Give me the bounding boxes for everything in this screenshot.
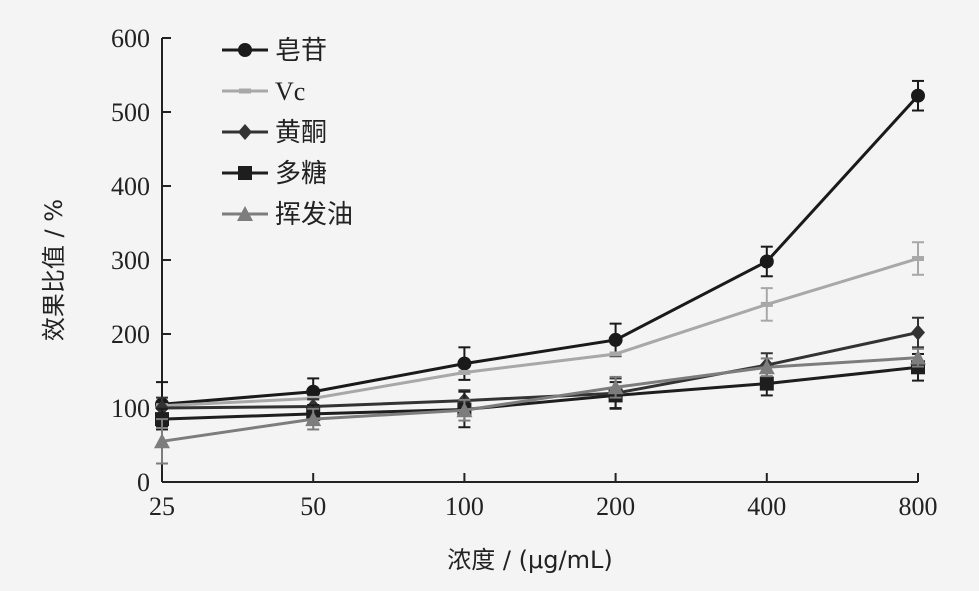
legend-marker [238,166,252,180]
legend-marker [238,43,252,57]
data-point [607,379,624,395]
x-tick-label: 50 [300,492,326,521]
series-layer [154,79,926,465]
legend-entry: Vc [222,77,305,106]
data-point [609,351,622,357]
x-axis-label: 浓度 / (μg/mL) [447,546,612,574]
data-point [911,324,925,341]
series-5 [154,347,926,465]
x-tick-label: 25 [149,492,175,521]
legend-label: 多糖 [275,159,327,189]
data-point [910,349,926,365]
series-line [161,365,919,421]
y-tick-label: 400 [111,172,150,201]
x-tick-label: 800 [899,492,938,521]
legend-entry: 皂苷 [222,36,327,66]
legend-entry: 多糖 [222,159,327,189]
data-point [154,433,170,449]
series-2 [156,241,924,409]
legend-marker [239,88,251,94]
legend-label: 皂苷 [275,36,327,66]
series-line [161,94,920,406]
legend-marker [237,206,253,221]
x-tick-label: 100 [445,492,484,521]
data-point [760,301,773,307]
legend-label: 挥发油 [275,200,353,230]
legend-entry: 挥发油 [222,200,353,230]
data-point [912,256,924,262]
x-tick-label: 200 [596,492,635,521]
y-tick-label: 500 [111,98,150,127]
y-tick-label: 200 [111,320,150,349]
legend-label: Vc [275,77,305,106]
data-point [305,411,322,427]
data-point [759,376,774,391]
y-axis-label: 效果比值 / % [40,199,68,341]
axes: 0 100 200 300 400 500 600 25 50 100 200 400 800 [111,24,938,521]
legend-label: 黄酮 [275,118,327,148]
data-point [306,384,321,399]
data-point [457,356,472,371]
data-point [608,332,623,347]
y-tick-label: 0 [137,468,150,497]
data-point [759,254,774,269]
data-point [456,402,473,418]
y-tick-label: 100 [111,394,150,423]
y-tick-label: 600 [111,24,150,53]
legend-marker [238,124,252,140]
data-point [911,88,925,103]
series-line [161,257,919,408]
series-line [161,331,919,410]
series-line [161,356,919,443]
data-point [758,359,775,375]
series-1 [155,79,925,428]
y-tick-label: 300 [111,246,150,275]
data-point [458,369,471,375]
x-tick-label: 400 [747,492,786,521]
legend-entry: 黄酮 [222,118,327,148]
